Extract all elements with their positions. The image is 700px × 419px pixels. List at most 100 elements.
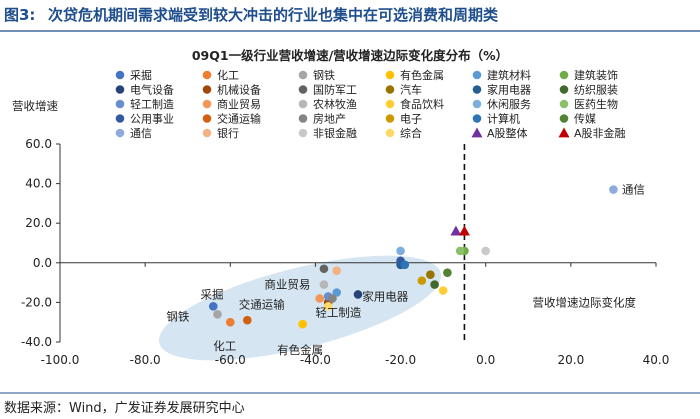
legend-marker xyxy=(202,128,212,138)
legend-marker xyxy=(472,70,482,80)
data-point xyxy=(332,266,342,276)
data-point xyxy=(438,286,448,295)
legend-label: 商业贸易 xyxy=(217,97,261,111)
data-point xyxy=(455,246,465,256)
legend-label: A股整体 xyxy=(487,126,528,140)
y-tick-label: 60.0 xyxy=(25,137,52,151)
legend-label: 银行 xyxy=(217,126,239,140)
legend-label: 综合 xyxy=(400,126,422,140)
legend-label: 纺织服装 xyxy=(574,83,618,97)
annotation-label: 钢铁 xyxy=(166,309,189,323)
legend-label: 电子 xyxy=(400,113,422,126)
legend-label: 医药生物 xyxy=(574,97,618,111)
chart-title: 09Q1一级行业营收增速/营收增速边际变化度分布（%） xyxy=(192,48,508,63)
legend-marker xyxy=(385,128,395,138)
legend-marker xyxy=(298,70,308,80)
x-tick-label: 20.0 xyxy=(557,353,584,367)
y-tick-label: -40.0 xyxy=(21,335,52,349)
legend-marker xyxy=(298,114,308,123)
legend-label: 机械设备 xyxy=(217,83,261,97)
data-point xyxy=(298,319,307,329)
data-point xyxy=(208,302,218,311)
legend-label: 化工 xyxy=(217,68,239,82)
data-point xyxy=(481,246,491,256)
points-layer xyxy=(208,185,618,329)
annotation-label: 采掘 xyxy=(200,287,223,301)
legend-marker xyxy=(472,99,482,109)
x-tick-label: -100.0 xyxy=(41,353,80,367)
y-tick-label: 40.0 xyxy=(25,177,52,191)
x-tick-label: -40.0 xyxy=(300,353,331,367)
legend-label: 建筑材料 xyxy=(487,68,531,82)
highlight-ellipse xyxy=(158,255,442,361)
legend-marker xyxy=(385,70,395,80)
legend-label: 非银金融 xyxy=(313,126,357,140)
legend-marker xyxy=(202,114,212,123)
annotation-label: 有色金属 xyxy=(277,343,323,357)
annotation-label: 营收增速边际变化度 xyxy=(533,295,637,309)
legend-label: 轻工制造 xyxy=(130,97,174,111)
figure-prefix: 图3: xyxy=(4,6,35,24)
data-point xyxy=(458,225,470,236)
legend-marker xyxy=(115,114,125,123)
legend-marker xyxy=(559,85,569,94)
legend-label: 有色金属 xyxy=(400,68,444,82)
data-point xyxy=(353,290,363,299)
x-tick-label: 0.0 xyxy=(476,353,495,367)
data-point xyxy=(225,317,235,327)
data-point xyxy=(396,246,405,256)
data-point xyxy=(426,270,435,279)
x-tick-label: -60.0 xyxy=(215,353,246,367)
legend-label: 建筑装饰 xyxy=(574,68,618,82)
legend-marker xyxy=(202,70,212,80)
data-point xyxy=(417,276,427,285)
data-point xyxy=(319,280,329,289)
annotation-label: 轻工制造 xyxy=(315,305,361,319)
legend-marker xyxy=(385,114,395,123)
legend-marker xyxy=(298,128,308,138)
legend-label: 家用电器 xyxy=(487,83,531,97)
legend-marker xyxy=(385,99,395,109)
legend-label: 休闲服务 xyxy=(487,97,531,111)
annotation-label: 通信 xyxy=(622,183,645,197)
legend-marker xyxy=(298,85,308,94)
data-point xyxy=(213,309,222,319)
data-point xyxy=(243,315,252,325)
legend-label: 农林牧渔 xyxy=(313,97,357,111)
legend-marker xyxy=(559,114,569,123)
x-tick-label: -80.0 xyxy=(130,353,161,367)
x-tick-label: 40.0 xyxy=(643,353,670,367)
axes-layer: -100.0 -80.0 -60.0 -40.0 -20.0 0.0 20.0 40.0 60.… xyxy=(21,137,669,367)
data-point xyxy=(430,280,439,289)
legend-marker xyxy=(298,99,308,109)
data-point xyxy=(400,260,410,270)
legend-marker xyxy=(202,99,212,109)
legend-label: 交通运输 xyxy=(217,112,261,126)
data-point xyxy=(609,185,618,194)
legend-label: 食品饮料 xyxy=(400,97,444,111)
annotation-label: 化工 xyxy=(213,339,236,353)
legend-marker xyxy=(385,85,395,94)
legend-marker xyxy=(558,127,570,138)
legend-marker xyxy=(115,99,125,109)
y-tick-label: -20.0 xyxy=(21,295,52,309)
legend-label: 公用事业 xyxy=(130,113,174,126)
y-axis-label: 营收增速 xyxy=(12,99,58,113)
legend-marker xyxy=(115,70,125,80)
legend-marker xyxy=(472,114,482,123)
data-point xyxy=(450,225,462,236)
y-tick-label: 20.0 xyxy=(25,216,52,230)
data-point xyxy=(328,294,337,303)
annotation-label: 商业贸易 xyxy=(264,278,310,292)
legend-marker xyxy=(115,128,125,138)
legend-label: 通信 xyxy=(130,127,152,140)
annotation-label: 家用电器 xyxy=(362,289,408,303)
x-tick-label: -20.0 xyxy=(385,353,416,367)
legend-label: 房地产 xyxy=(313,112,346,126)
legend-marker xyxy=(559,99,569,109)
legend-marker xyxy=(471,127,483,138)
data-point xyxy=(319,264,329,274)
legend-label: 汽车 xyxy=(400,83,422,97)
